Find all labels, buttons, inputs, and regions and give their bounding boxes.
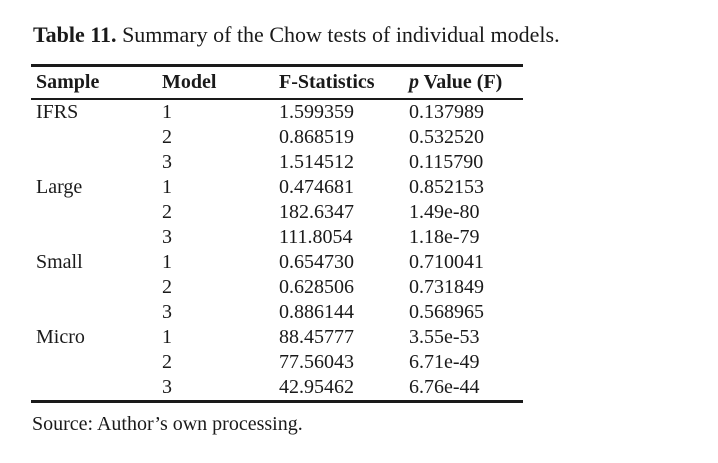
column-header-p-italic: p [409,70,419,93]
model-cell: 1 [162,176,172,199]
model-cell: 3 [162,226,172,249]
source-note: Source: Author’s own processing. [32,413,303,436]
p-value-cell: 0.568965 [409,301,484,324]
f-statistic-cell: 0.886144 [279,301,354,324]
model-cell: 2 [162,351,172,374]
column-header-f-statistics: F-Statistics [275,65,405,101]
p-value-cell: 0.137989 [409,101,484,124]
p-value-cell: 0.532520 [409,126,484,149]
table-caption-text: Summary of the Chow tests of individual … [122,22,560,47]
model-cell: 1 [162,251,172,274]
table-row: 2 77.56043 6.71e-49 [31,350,523,375]
f-statistic-cell: 42.95462 [279,376,354,399]
p-value-cell: 0.852153 [409,176,484,199]
column-header-model: Model [158,65,275,101]
sample-cell: Micro [36,326,85,349]
chow-tests-table: Sample Model F-Statistics p Value (F) IF… [31,64,523,404]
p-value-cell: 0.710041 [409,251,484,274]
sample-cell [31,300,158,325]
model-cell: 1 [162,101,172,124]
model-cell: 2 [162,276,172,299]
table-caption: Table 11. Summary of the Chow tests of i… [33,22,718,47]
sample-cell [31,125,158,150]
f-statistic-cell: 0.628506 [279,276,354,299]
model-cell: 3 [162,376,172,399]
column-header-p-value: p Value (F) [405,65,523,101]
model-cell: 2 [162,126,172,149]
column-header-p-rest: Value (F) [423,70,503,93]
f-statistic-cell: 0.474681 [279,176,354,199]
table-row: 3 1.514512 0.115790 [31,150,523,175]
p-value-cell: 1.18e-79 [409,226,480,249]
table-row: 2 0.868519 0.532520 [31,125,523,150]
p-value-cell: 6.71e-49 [409,351,480,374]
column-header-sample: Sample [31,65,158,101]
table-row: Micro 1 88.45777 3.55e-53 [31,325,523,350]
model-cell: 3 [162,301,172,324]
paper-page: Table 11. Summary of the Chow tests of i… [0,22,718,463]
table-row: 2 0.628506 0.731849 [31,275,523,300]
table-caption-label: Table 11. [33,22,117,47]
f-statistic-cell: 1.599359 [279,101,354,124]
table-row: Large 1 0.474681 0.852153 [31,175,523,200]
sample-cell [31,150,158,175]
p-value-cell: 6.76e-44 [409,376,480,399]
p-value-cell: 1.49e-80 [409,201,480,224]
table-row: IFRS 1 1.599359 0.137989 [31,99,523,125]
f-statistic-cell: 77.56043 [279,351,354,374]
f-statistic-cell: 182.6347 [279,201,354,224]
table-body: IFRS 1 1.599359 0.137989 2 0.868519 0.53… [31,99,523,402]
p-value-cell: 0.731849 [409,276,484,299]
table-row: 3 42.95462 6.76e-44 [31,375,523,402]
f-statistic-cell: 0.654730 [279,251,354,274]
model-cell: 1 [162,326,172,349]
f-statistic-cell: 1.514512 [279,151,354,174]
table-header-row: Sample Model F-Statistics p Value (F) [31,65,523,101]
sample-cell [31,375,158,402]
sample-cell [31,200,158,225]
sample-cell [31,350,158,375]
model-cell: 2 [162,201,172,224]
f-statistic-cell: 0.868519 [279,126,354,149]
sample-cell [31,225,158,250]
model-cell: 3 [162,151,172,174]
sample-cell: IFRS [36,101,79,124]
table-row: 2 182.6347 1.49e-80 [31,200,523,225]
sample-cell: Small [36,251,83,274]
sample-cell [31,275,158,300]
table-row: 3 111.8054 1.18e-79 [31,225,523,250]
table-row: Small 1 0.654730 0.710041 [31,250,523,275]
f-statistic-cell: 88.45777 [279,326,354,349]
p-value-cell: 0.115790 [409,151,484,174]
sample-cell: Large [36,176,83,199]
p-value-cell: 3.55e-53 [409,326,480,349]
table-row: 3 0.886144 0.568965 [31,300,523,325]
f-statistic-cell: 111.8054 [279,226,353,249]
